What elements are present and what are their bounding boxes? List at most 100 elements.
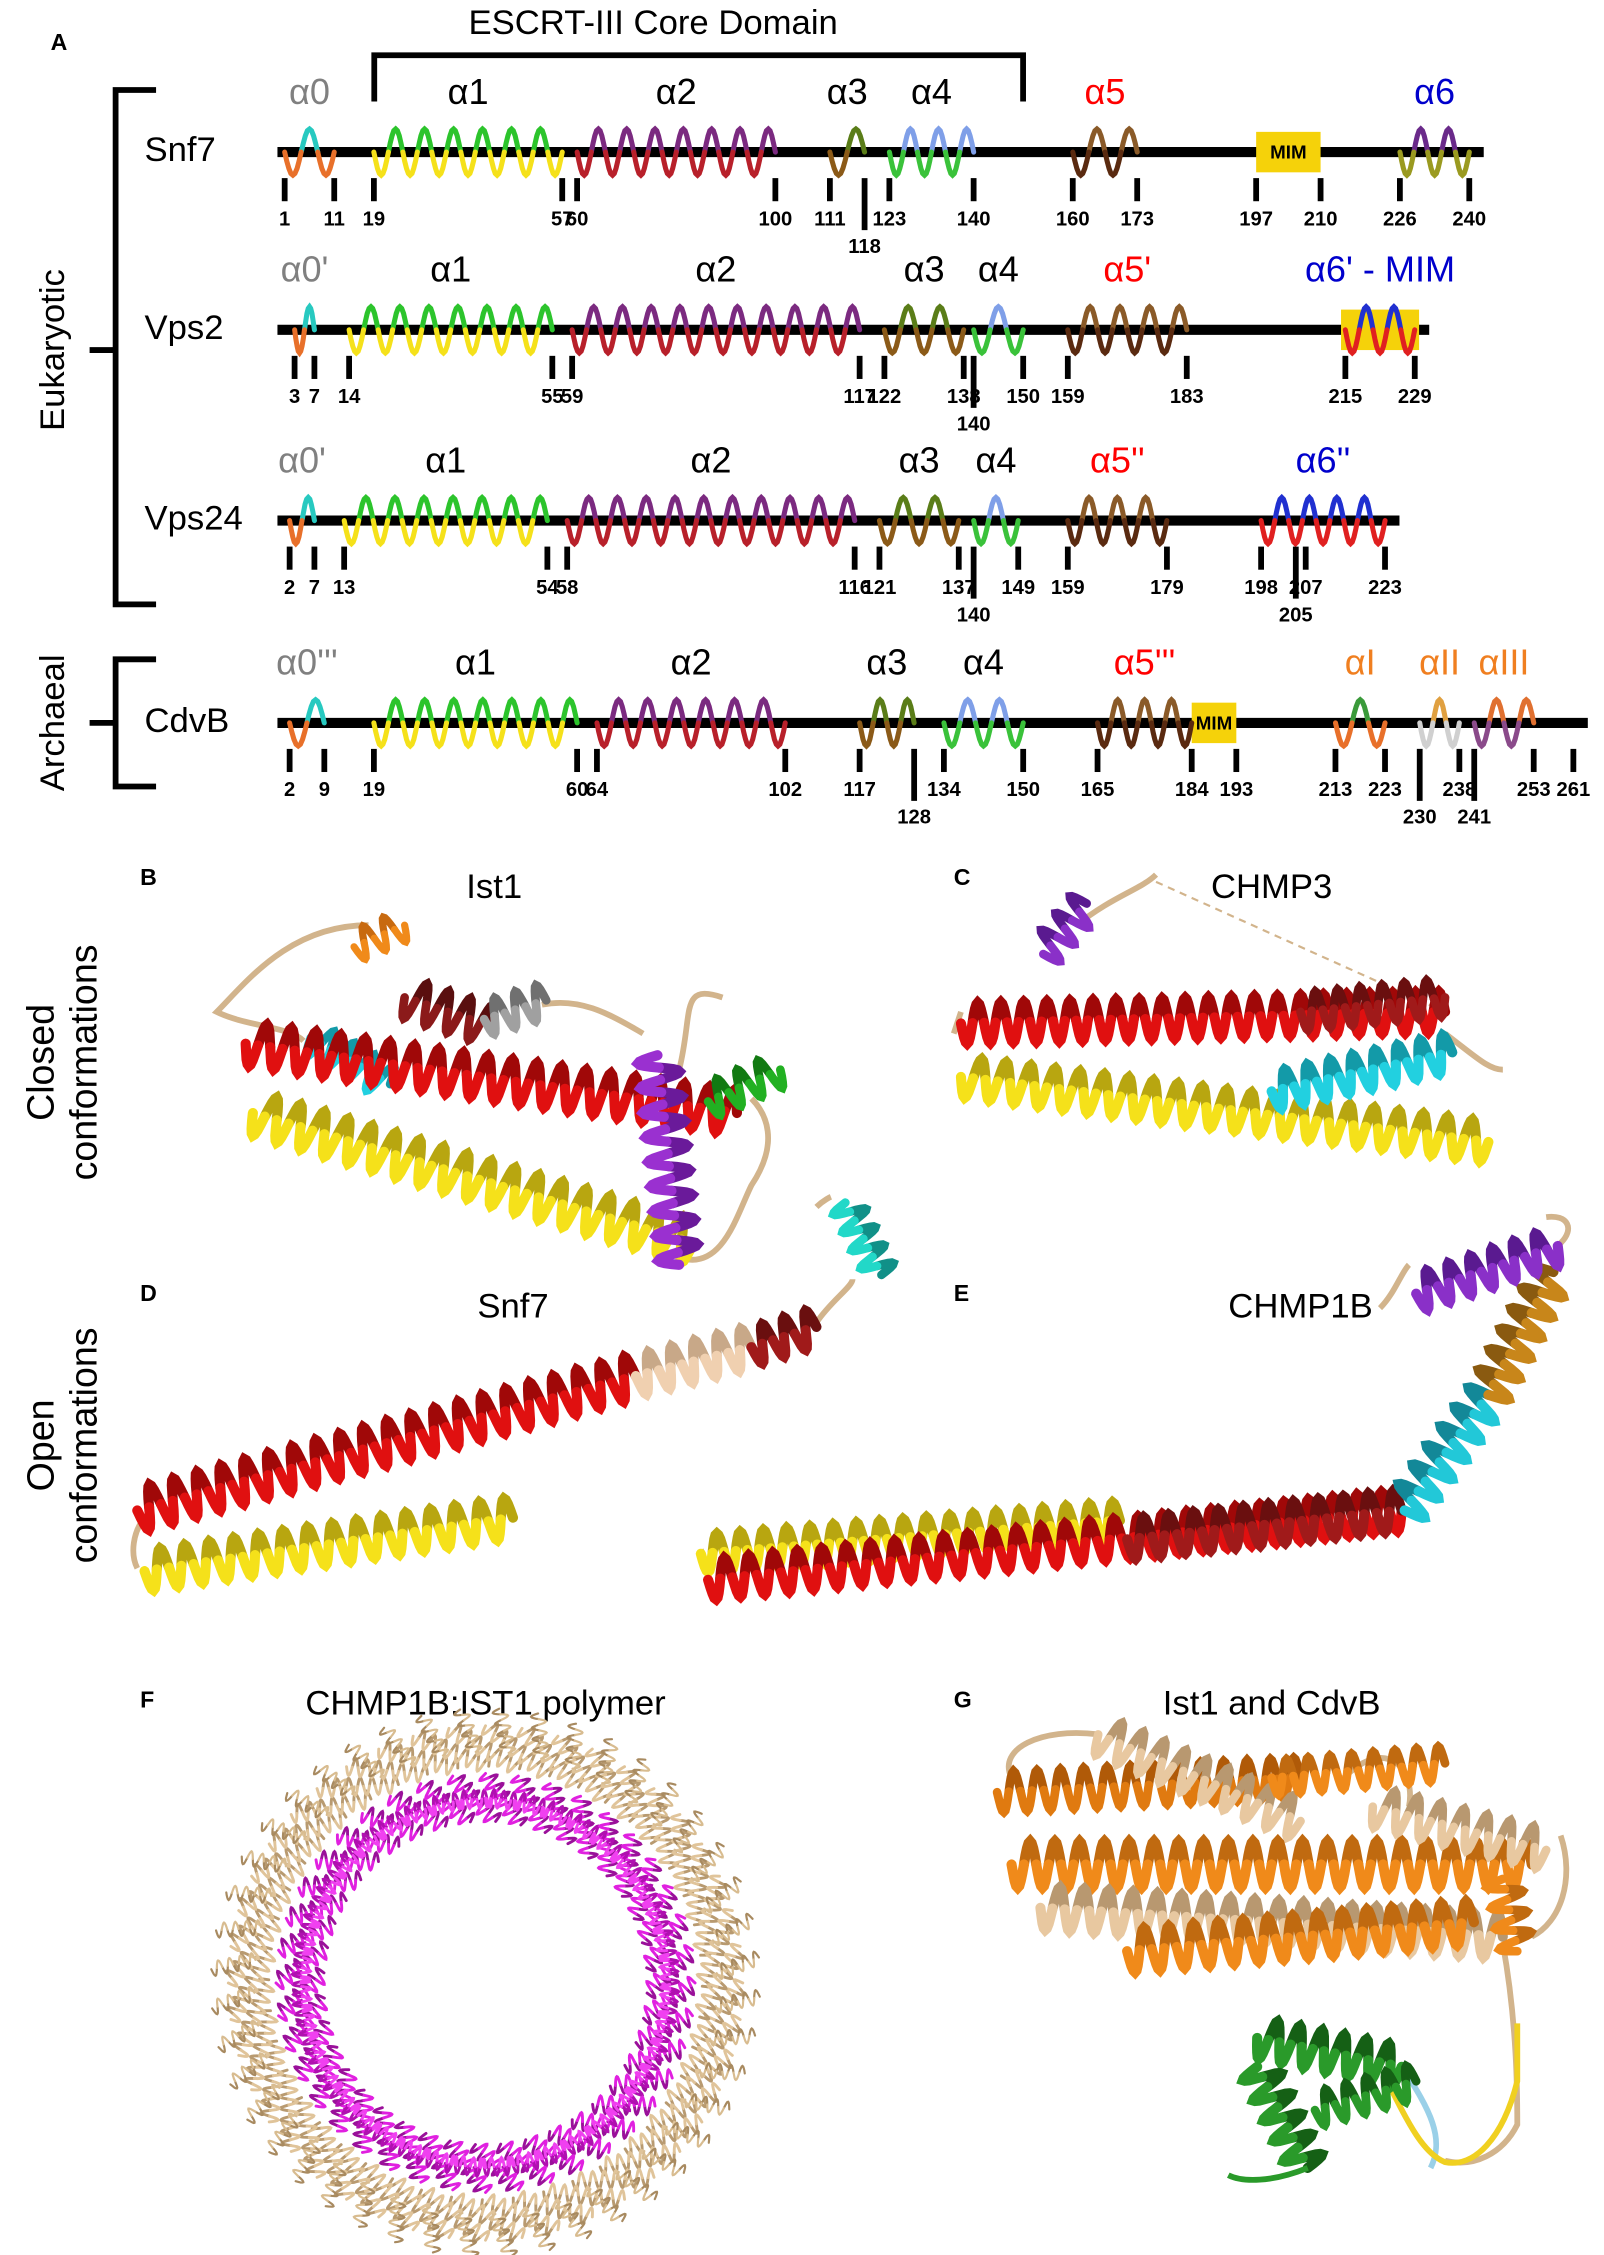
polymer-inner xyxy=(645,1980,657,1992)
residue-number: 2 xyxy=(284,779,295,801)
polymer-inner xyxy=(300,1995,314,2004)
helix xyxy=(664,1339,688,1373)
helix-label: α1 xyxy=(455,642,496,683)
residue-number: 122 xyxy=(868,386,902,408)
helix xyxy=(799,327,819,357)
polymer-outer xyxy=(715,1970,724,1981)
helix xyxy=(370,518,391,548)
polymer-inner xyxy=(454,1782,465,1793)
helix xyxy=(1500,1884,1529,1904)
helix xyxy=(289,1045,313,1081)
helix xyxy=(746,1338,769,1370)
helix xyxy=(768,720,788,750)
polymer-inner xyxy=(514,1783,527,1794)
polymer-inner xyxy=(503,2140,514,2152)
polymer-outer xyxy=(356,1766,366,1779)
helix xyxy=(711,1327,734,1361)
polymer-inner xyxy=(458,2154,467,2168)
helix xyxy=(645,125,665,155)
polymer-inner xyxy=(611,1844,623,1856)
polymer-inner xyxy=(372,2106,385,2115)
row-label: conformations xyxy=(63,945,105,1181)
polymer-inner xyxy=(620,1889,634,1898)
polymer-outer xyxy=(358,2162,371,2173)
polymer-inner xyxy=(509,1774,522,1784)
helix xyxy=(500,1005,521,1034)
helix xyxy=(1529,1842,1551,1875)
polymer-outer xyxy=(294,1797,304,1808)
helix xyxy=(739,1548,762,1582)
polymer-outer xyxy=(505,2221,516,2234)
helix xyxy=(988,696,1010,726)
polymer-outer xyxy=(723,1952,736,1963)
helix xyxy=(580,1206,604,1242)
helix-label: α6 xyxy=(1414,71,1455,112)
helix xyxy=(1449,1802,1471,1835)
helix xyxy=(323,1516,347,1550)
helix-label: α3 xyxy=(827,71,868,112)
polymer-outer xyxy=(414,1771,424,1784)
structure-title: Ist1 xyxy=(466,868,522,906)
helix xyxy=(1136,493,1156,524)
helix xyxy=(535,1393,559,1429)
helix xyxy=(1382,1900,1405,1935)
helix xyxy=(1279,1859,1302,1896)
polymer-inner xyxy=(403,2125,416,2134)
polymer-inner xyxy=(658,1991,671,2000)
polymer-inner xyxy=(423,1779,434,1792)
polymer-outer xyxy=(243,1975,256,1986)
polymer-inner xyxy=(312,2063,325,2074)
polymer-inner xyxy=(683,1952,695,1964)
polymer-outer xyxy=(288,2119,299,2129)
polymer-outer xyxy=(540,2232,551,2242)
residue-number: 159 xyxy=(1051,386,1085,408)
polymer-outer xyxy=(512,1758,523,1771)
helix xyxy=(1147,1734,1170,1767)
polymer-inner xyxy=(395,1810,405,1823)
polymer-inner xyxy=(284,2003,296,2015)
residue-number: 116 xyxy=(838,577,871,599)
polymer-outer xyxy=(704,1951,717,1961)
polymer-inner xyxy=(399,1826,408,1839)
polymer-inner xyxy=(324,1924,334,1937)
polymer-inner xyxy=(651,1999,663,2011)
polymer-outer xyxy=(237,1932,250,1945)
helix xyxy=(1515,1282,1548,1308)
helix xyxy=(530,979,551,1008)
helix xyxy=(1208,1914,1232,1950)
polymer-inner xyxy=(422,2147,432,2161)
polymer-outer xyxy=(481,1755,492,1768)
polymer-outer xyxy=(506,1746,517,1754)
helix xyxy=(986,1504,1009,1536)
helix xyxy=(1391,2079,1412,2109)
helix xyxy=(1425,149,1445,179)
helix xyxy=(1455,1418,1486,1446)
helix xyxy=(417,1425,441,1460)
polymer-inner xyxy=(417,2131,430,2142)
polymer-inner xyxy=(314,1858,323,1871)
polymer-outer xyxy=(675,2129,684,2140)
helix xyxy=(1323,1117,1347,1151)
polymer-inner xyxy=(622,1866,634,1877)
polymer-inner xyxy=(457,1814,468,1826)
helix xyxy=(666,1185,700,1209)
polymer-outer xyxy=(455,2192,466,2205)
polymer-outer xyxy=(240,1855,249,1866)
polymer-outer xyxy=(428,1728,439,1737)
polymer-inner xyxy=(465,1798,474,1811)
polymer-outer xyxy=(480,2198,490,2211)
helix xyxy=(1495,1814,1517,1846)
polymer-outer xyxy=(747,1958,756,1969)
polymer-inner xyxy=(291,1990,304,1999)
polymer-outer xyxy=(742,2034,751,2045)
polymer-inner xyxy=(636,1930,649,1940)
helix xyxy=(1299,1114,1322,1148)
polymer-outer xyxy=(336,2168,347,2177)
polymer-inner xyxy=(482,2165,491,2178)
polymer-outer xyxy=(658,2153,667,2164)
helix xyxy=(1471,720,1492,750)
polymer-inner xyxy=(521,2160,530,2173)
polymer-outer xyxy=(405,1746,415,1759)
polymer-inner xyxy=(326,1869,339,1880)
helix xyxy=(1274,1789,1298,1821)
